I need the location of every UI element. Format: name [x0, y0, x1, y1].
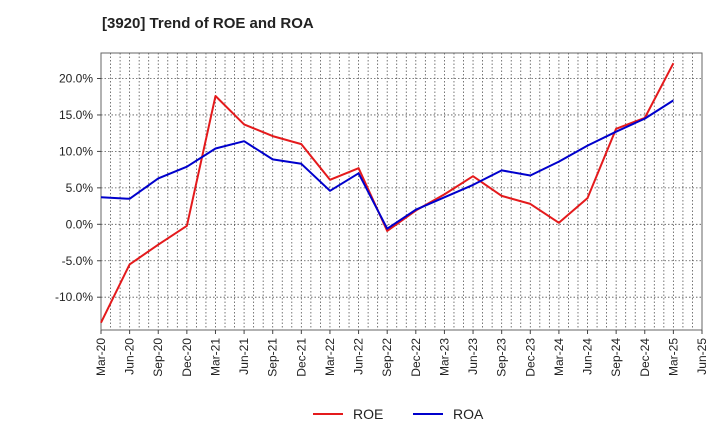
- x-tick-label: Mar-22: [323, 338, 337, 376]
- y-tick-label: 10.0%: [59, 144, 93, 158]
- x-tick-label: Jun-23: [466, 338, 480, 375]
- x-tick-label: Dec-23: [523, 338, 537, 377]
- gridlines: [101, 53, 702, 330]
- x-tick-label: Dec-24: [638, 338, 652, 377]
- y-tick-label: 5.0%: [66, 181, 94, 195]
- series-lines: [100, 62, 675, 324]
- chart-title: [3920] Trend of ROE and ROA: [102, 15, 314, 32]
- plot-area: [100, 52, 703, 331]
- x-tick-label: Jun-25: [695, 338, 709, 375]
- x-tick-label: Sep-22: [380, 338, 394, 377]
- x-axis-ticks: Mar-20 Jun-20 Sep-20 Dec-20 Mar-21 Jun-21 Sep-…: [94, 330, 709, 377]
- x-tick-label: Mar-23: [437, 338, 451, 376]
- x-tick-label: Sep-21: [266, 338, 280, 377]
- y-tick-label: 20.0%: [59, 72, 93, 86]
- x-tick-label: Jun-20: [123, 338, 137, 375]
- x-tick-label: Jun-21: [237, 338, 251, 375]
- y-axis-ticks: 20.0% 15.0% 10.0% 5.0% 0.0% -5.0% -10.0%: [55, 72, 101, 304]
- x-tick-label: Dec-20: [180, 338, 194, 377]
- x-tick-label: Sep-20: [151, 338, 165, 377]
- y-tick-label: -5.0%: [62, 254, 94, 268]
- x-tick-label: Mar-25: [666, 338, 680, 376]
- x-tick-label: Mar-24: [552, 338, 566, 376]
- x-tick-label: Jun-22: [352, 338, 366, 375]
- legend-label-roe: ROE: [353, 406, 383, 422]
- legend-label-roa: ROA: [453, 406, 484, 422]
- x-tick-label: Mar-21: [208, 338, 222, 376]
- y-tick-label: 0.0%: [66, 217, 94, 231]
- x-tick-label: Dec-21: [294, 338, 308, 377]
- legend: ROE ROA: [313, 406, 484, 422]
- y-tick-label: 15.0%: [59, 108, 93, 122]
- series-line-roa: [100, 99, 674, 230]
- x-tick-label: Mar-20: [94, 338, 108, 376]
- x-tick-label: Jun-24: [581, 338, 595, 375]
- x-tick-label: Sep-24: [609, 338, 623, 377]
- x-tick-label: Sep-23: [495, 338, 509, 377]
- x-tick-label: Dec-22: [409, 338, 423, 377]
- series-line-roe: [100, 62, 675, 324]
- y-tick-label: -10.0%: [55, 290, 93, 304]
